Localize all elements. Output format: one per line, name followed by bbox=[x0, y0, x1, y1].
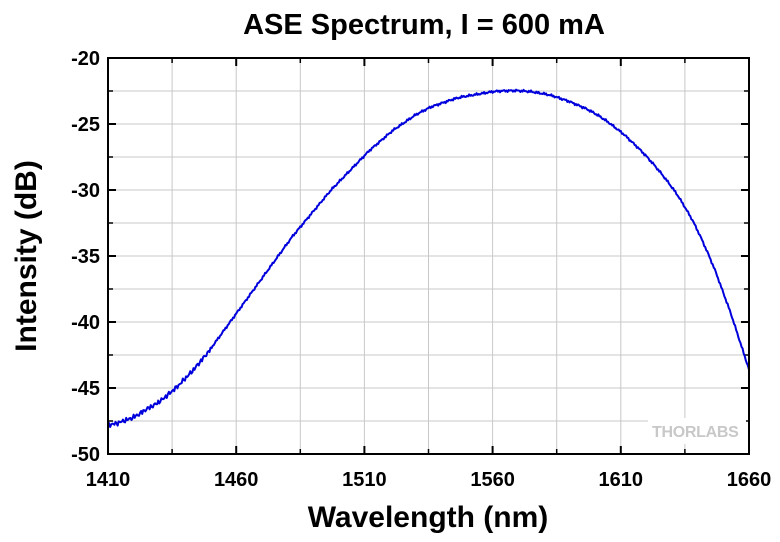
y-tick-label: -40 bbox=[71, 312, 100, 334]
plot-frame bbox=[107, 57, 750, 455]
x-tick-labels: 1410 1460 1510 1560 1610 1660 bbox=[86, 469, 772, 491]
logo-backdrop bbox=[648, 418, 746, 444]
major-ticks bbox=[107, 57, 750, 455]
spectrum-line bbox=[107, 88, 750, 428]
series-layer bbox=[107, 88, 750, 428]
y-tick-labels: -50 -45 -40 -35 -30 -25 -20 bbox=[71, 48, 100, 466]
y-tick-label: -45 bbox=[71, 378, 100, 400]
x-axis-label: Wavelength (nm) bbox=[308, 501, 549, 534]
y-tick-label: -20 bbox=[71, 48, 100, 70]
y-tick-label: -25 bbox=[71, 114, 100, 136]
x-tick-label: 1510 bbox=[342, 469, 387, 491]
chart-title: ASE Spectrum, I = 600 mA bbox=[243, 9, 605, 41]
gridlines bbox=[108, 58, 749, 454]
thorlabs-logo: THORLABS bbox=[648, 418, 746, 444]
y-axis-label: Intensity (dB) bbox=[10, 160, 43, 352]
x-tick-label: 1410 bbox=[86, 469, 131, 491]
x-tick-label: 1560 bbox=[470, 469, 515, 491]
x-tick-label: 1460 bbox=[214, 469, 259, 491]
y-tick-label: -35 bbox=[71, 246, 100, 268]
logo-text: THORLABS bbox=[652, 424, 739, 441]
x-tick-label: 1610 bbox=[599, 469, 644, 491]
y-tick-label: -50 bbox=[71, 444, 100, 466]
x-tick-label: 1660 bbox=[727, 469, 772, 491]
y-tick-label: -30 bbox=[71, 180, 100, 202]
